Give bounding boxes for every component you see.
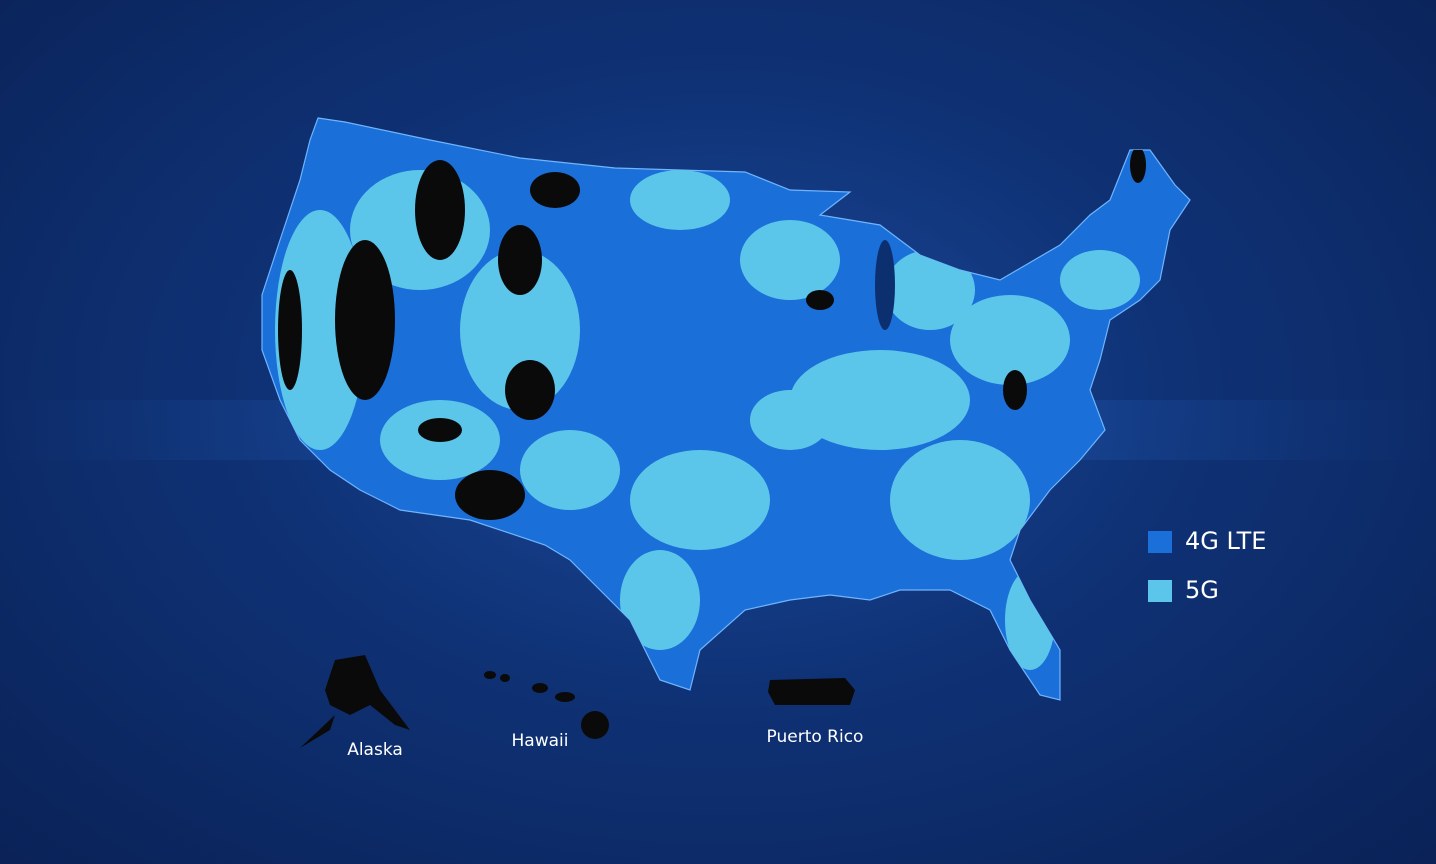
alaska-shape	[300, 655, 410, 748]
hawaii-shape	[484, 671, 609, 739]
legend-label: 4G LTE	[1185, 527, 1266, 555]
puerto-rico-label: Puerto Rico	[767, 727, 864, 747]
legend: 4G LTE 5G	[1148, 527, 1266, 604]
no-coverage-areas	[278, 147, 1146, 610]
legend-label: 5G	[1185, 576, 1219, 604]
lake-michigan	[875, 240, 895, 330]
alaska-label: Alaska	[347, 740, 403, 760]
5g-areas	[275, 170, 1140, 670]
puerto-rico-shape	[768, 678, 855, 705]
legend-swatch	[1148, 580, 1172, 602]
coverage-areas	[275, 147, 1146, 670]
hawaii-label: Hawaii	[512, 731, 569, 751]
legend-swatch	[1148, 531, 1172, 553]
